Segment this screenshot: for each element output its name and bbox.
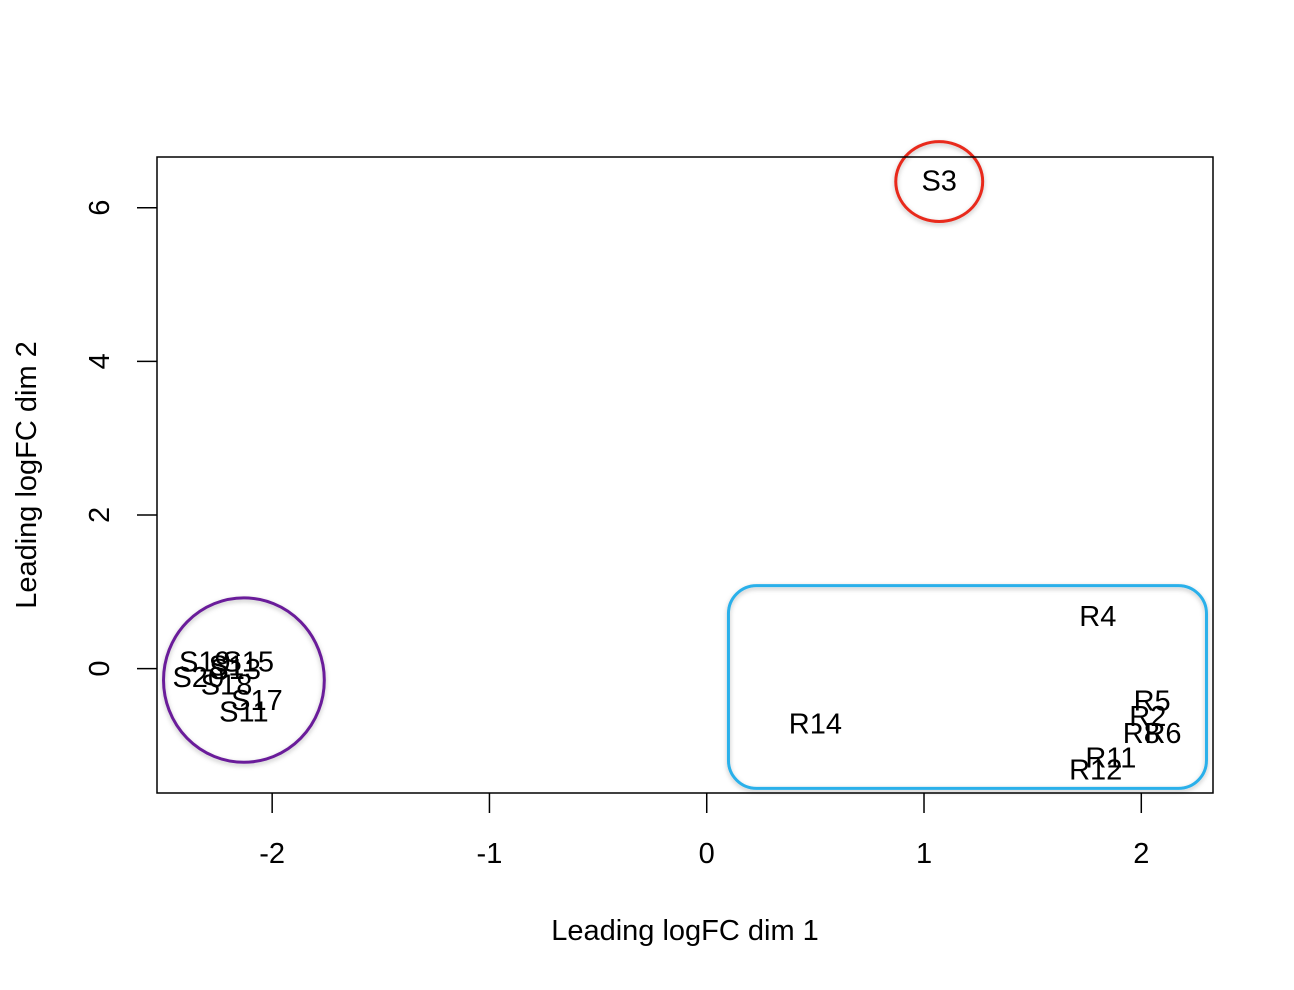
y-tick-label: 0: [84, 660, 116, 676]
y-tick-label: 2: [84, 507, 116, 523]
x-axis: -2 -1 0 1 2: [259, 793, 1149, 870]
point-label: S20: [172, 662, 224, 694]
point-label: R11: [1085, 742, 1136, 774]
x-tick-label: 2: [1133, 838, 1149, 870]
x-tick-label: 0: [699, 838, 715, 870]
point-label: R8: [1123, 718, 1160, 750]
point-label: R12: [1069, 755, 1122, 787]
y-tick-label: 4: [84, 353, 116, 369]
y-axis: 0 2 4 6: [84, 200, 157, 677]
x-axis-title: Leading logFC dim 1: [551, 915, 819, 947]
point-label: R5: [1134, 686, 1171, 718]
plot-frame: [156, 156, 1214, 794]
point-label: S17: [231, 685, 283, 717]
point-label: S13: [209, 654, 261, 686]
point-label: S1: [209, 650, 244, 682]
point-label: S19: [179, 646, 231, 678]
cluster-annotations: [162, 140, 1208, 790]
point-label: S3: [921, 166, 956, 198]
x-tick-label: -1: [477, 838, 503, 870]
x-tick-label: 1: [916, 838, 932, 870]
point-label: R6: [1144, 718, 1181, 750]
y-tick-label: 6: [84, 200, 116, 216]
cluster-circle: [894, 140, 985, 224]
point-label: R4: [1079, 601, 1116, 633]
point-label: R2: [1129, 701, 1166, 733]
point-label: S11: [219, 696, 268, 728]
point-label: S15: [222, 646, 274, 678]
y-axis-title: Leading logFC dim 2: [11, 341, 43, 609]
x-tick-label: -2: [259, 838, 285, 870]
point-label: S18: [201, 669, 253, 701]
cluster-box: [726, 584, 1208, 790]
point-label: R14: [789, 709, 842, 741]
cluster-circle: [162, 596, 326, 764]
